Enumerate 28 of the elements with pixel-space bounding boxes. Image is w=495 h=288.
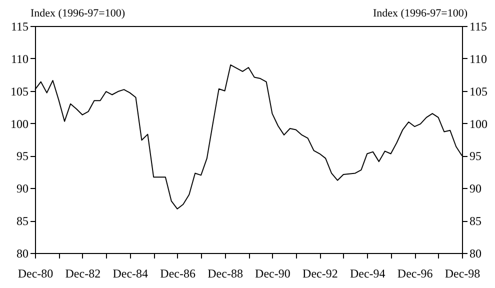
y2-axis-title: Index (1996-97=100)	[373, 8, 468, 20]
y2-tick-label: 115	[470, 20, 488, 34]
y-tick-label: 80	[16, 246, 28, 260]
y2-tick-label: 100	[470, 116, 488, 131]
y2-tick-label: 90	[470, 182, 482, 196]
x-tick-label: Dec-86	[160, 266, 196, 280]
y2-tick-label: 105	[470, 84, 488, 98]
x-tick-label: Dec-92	[302, 266, 338, 280]
y-axis-title: Index (1996-97=100)	[30, 8, 126, 20]
x-tick-label: Dec-94	[350, 266, 386, 280]
y2-tick-label: 80	[470, 246, 482, 260]
x-tick-label: Dec-82	[65, 266, 101, 280]
y-tick-label: 110	[10, 52, 28, 66]
y2-tick-label: 85	[470, 214, 482, 228]
y2-tick-label: 110	[470, 52, 488, 66]
x-tick-label: Dec-98	[444, 266, 480, 280]
y-tick-label: 90	[16, 182, 28, 196]
y-tick-label: 85	[16, 214, 28, 228]
x-tick-label: Dec-84	[112, 266, 148, 280]
y2-tick-label: 95	[470, 149, 482, 164]
y-tick-label: 115	[10, 20, 28, 34]
x-tick-label: Dec-88	[208, 266, 243, 280]
y-tick-label: 105	[10, 84, 28, 98]
x-tick-label: Dec-80	[18, 266, 54, 280]
y-tick-label: 100	[10, 116, 28, 131]
x-tick-label: Dec-96	[397, 266, 433, 280]
x-tick-label: Dec-90	[255, 266, 290, 280]
y-tick-label: 95	[16, 149, 28, 164]
